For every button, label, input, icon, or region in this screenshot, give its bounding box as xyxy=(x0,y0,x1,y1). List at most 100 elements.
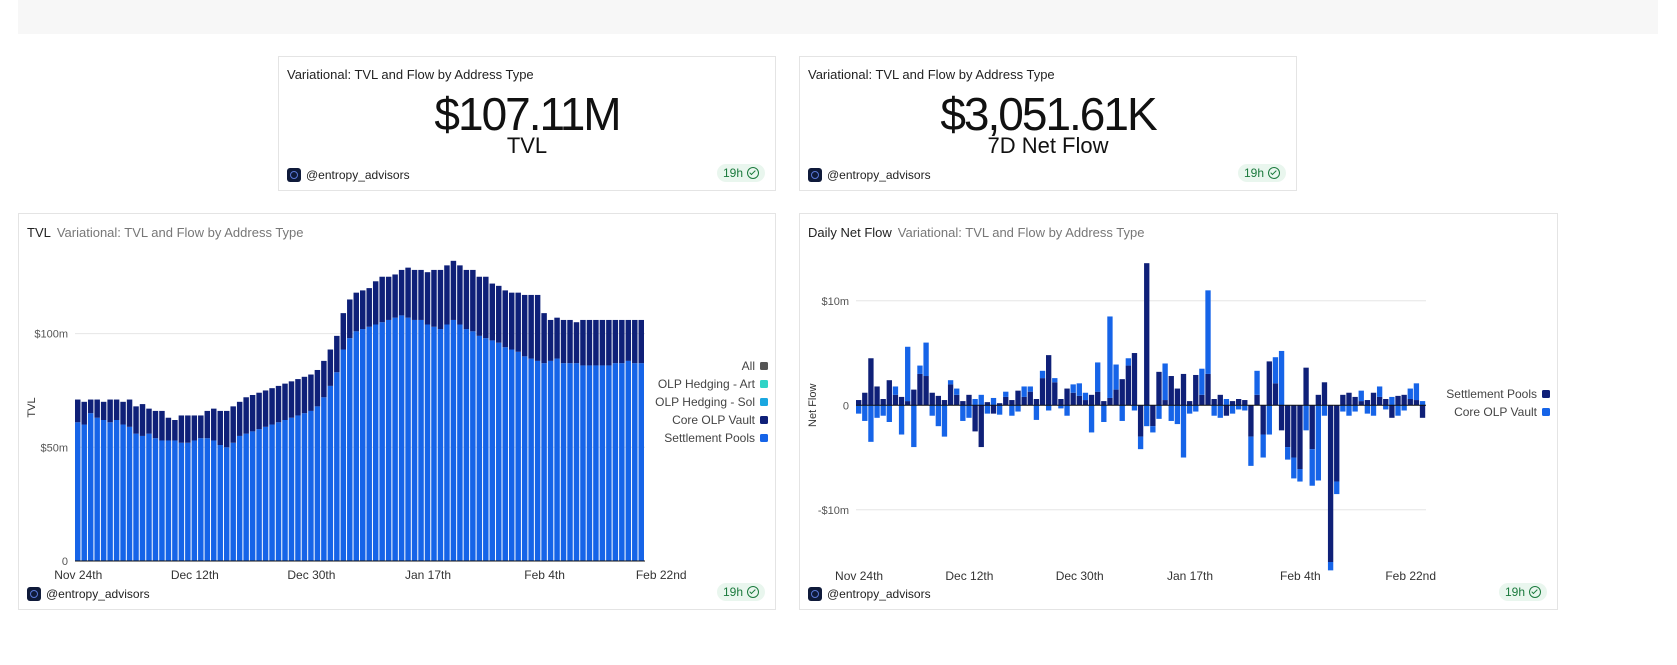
y-tick-label: 0 xyxy=(843,400,849,412)
bar-core-olp-vault xyxy=(457,265,463,325)
bar-settlement-pools xyxy=(573,363,580,561)
bar-settlement-pools xyxy=(243,433,249,561)
bar-settlement-pools xyxy=(411,319,418,561)
bar-core-olp-vault xyxy=(230,406,236,443)
refresh-badge[interactable]: 19h xyxy=(716,164,765,182)
bar-settlement-pools xyxy=(269,424,275,561)
bar-settlement-pools xyxy=(1376,396,1383,406)
bar-settlement-pools xyxy=(1131,353,1138,406)
bar-settlement-pools xyxy=(911,389,917,406)
refresh-badge[interactable]: 19h xyxy=(716,583,765,601)
bar-core-olp-vault xyxy=(411,269,418,320)
y-tick-label: $100m xyxy=(34,329,68,341)
top-bar xyxy=(18,0,1658,34)
author-link[interactable]: @entropy_advisors xyxy=(808,168,931,182)
bar-core-olp-vault xyxy=(1383,405,1389,410)
bar-core-olp-vault xyxy=(1395,405,1401,416)
bar-settlement-pools xyxy=(1321,382,1328,406)
bar-core-olp-vault xyxy=(159,410,165,441)
bar-core-olp-vault xyxy=(1419,401,1426,406)
bar-settlement-pools xyxy=(1364,400,1371,406)
bar-core-olp-vault xyxy=(1076,383,1082,396)
bar-settlement-pools xyxy=(1058,399,1064,406)
x-tick-label: Nov 24th xyxy=(54,568,102,582)
x-tick-label: Dec 12th xyxy=(171,568,219,582)
bar-settlement-pools xyxy=(954,394,960,406)
bar-core-olp-vault xyxy=(1186,405,1193,414)
x-tick-label: Feb 4th xyxy=(1280,569,1321,583)
refresh-badge[interactable]: 19h xyxy=(1498,583,1547,601)
bar-settlement-pools xyxy=(120,424,126,561)
bar-core-olp-vault xyxy=(476,276,483,336)
bar-settlement-pools xyxy=(418,319,424,561)
bar-settlement-pools xyxy=(211,440,217,561)
bar-settlement-pools xyxy=(256,429,262,561)
bar-settlement-pools xyxy=(1137,405,1144,437)
legend-swatch xyxy=(1542,390,1550,398)
bar-settlement-pools xyxy=(990,405,997,414)
chart-title: Daily Net Flow Variational: TVL and Flow … xyxy=(808,225,1144,240)
bar-core-olp-vault xyxy=(431,269,437,327)
bar-core-olp-vault xyxy=(1266,405,1272,435)
refresh-badge[interactable]: 19h xyxy=(1237,164,1286,182)
bar-core-olp-vault xyxy=(935,405,942,427)
bar-core-olp-vault xyxy=(929,405,935,416)
bar-core-olp-vault xyxy=(1352,405,1358,412)
bar-core-olp-vault xyxy=(418,269,424,320)
bar-core-olp-vault xyxy=(1346,405,1352,416)
bar-settlement-pools xyxy=(1082,400,1089,406)
author-link[interactable]: @entropy_advisors xyxy=(27,587,150,601)
bar-core-olp-vault xyxy=(470,269,476,332)
bar-settlement-pools xyxy=(159,440,165,561)
bar-core-olp-vault xyxy=(314,369,321,407)
chart-title-text: Daily Net Flow xyxy=(808,225,892,240)
bar-core-olp-vault xyxy=(508,292,515,350)
bar-core-olp-vault xyxy=(1407,388,1413,400)
bar-settlement-pools xyxy=(1156,371,1162,406)
bar-settlement-pools xyxy=(1009,400,1015,406)
bar-settlement-pools xyxy=(340,349,347,561)
author-link[interactable]: @entropy_advisors xyxy=(808,587,931,601)
bar-core-olp-vault xyxy=(534,294,541,361)
author-avatar-icon xyxy=(808,587,822,601)
bar-settlement-pools xyxy=(230,442,236,561)
refresh-age: 19h xyxy=(1243,166,1264,180)
bar-settlement-pools xyxy=(1211,399,1217,406)
bar-settlement-pools xyxy=(476,335,483,561)
bar-core-olp-vault xyxy=(496,285,502,343)
bar-settlement-pools xyxy=(856,400,862,406)
counter-label: TVL xyxy=(506,133,548,158)
bar-core-olp-vault xyxy=(269,388,275,425)
bar-settlement-pools xyxy=(424,324,431,561)
bar-core-olp-vault xyxy=(1334,481,1340,495)
bar-core-olp-vault xyxy=(146,408,152,434)
bar-core-olp-vault xyxy=(1021,386,1027,397)
bar-settlement-pools xyxy=(580,365,586,561)
author-link[interactable]: @entropy_advisors xyxy=(287,168,410,182)
bar-settlement-pools xyxy=(457,324,463,561)
bar-core-olp-vault xyxy=(1144,405,1150,427)
x-tick-label: Feb 4th xyxy=(524,568,565,582)
y-tick-label: -$10m xyxy=(818,505,849,517)
legend-label: Settlement Pools xyxy=(664,431,755,445)
bar-core-olp-vault xyxy=(1137,436,1144,450)
bar-core-olp-vault xyxy=(1027,386,1033,392)
bar-settlement-pools xyxy=(489,340,496,561)
bar-core-olp-vault xyxy=(347,299,353,339)
bar-core-olp-vault xyxy=(528,294,534,359)
bar-settlement-pools xyxy=(606,365,612,561)
bar-settlement-pools xyxy=(1039,378,1046,406)
bar-settlement-pools xyxy=(314,406,321,561)
bar-core-olp-vault xyxy=(1107,316,1113,398)
bar-core-olp-vault xyxy=(1174,405,1181,425)
bar-core-olp-vault xyxy=(1285,447,1291,460)
bar-settlement-pools xyxy=(288,417,295,561)
bar-settlement-pools xyxy=(146,433,152,561)
bar-settlement-pools xyxy=(198,438,204,561)
bar-settlement-pools xyxy=(450,319,457,561)
bar-core-olp-vault xyxy=(593,319,599,366)
bar-settlement-pools xyxy=(1088,394,1095,406)
bar-settlement-pools xyxy=(100,420,107,561)
bar-core-olp-vault xyxy=(275,385,282,423)
bar-settlement-pools xyxy=(541,363,547,561)
